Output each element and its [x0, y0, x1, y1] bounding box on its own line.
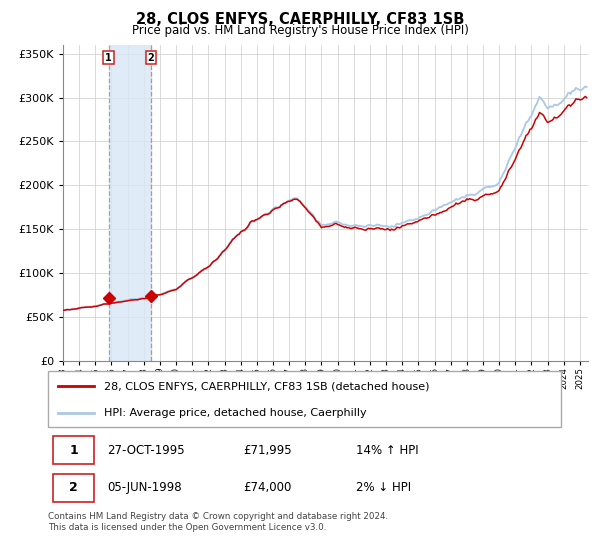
Text: 05-JUN-1998: 05-JUN-1998 [107, 482, 182, 494]
FancyBboxPatch shape [53, 474, 94, 502]
Text: Price paid vs. HM Land Registry's House Price Index (HPI): Price paid vs. HM Land Registry's House … [131, 24, 469, 36]
Polygon shape [55, 45, 64, 361]
Text: 27-OCT-1995: 27-OCT-1995 [107, 444, 185, 456]
Text: 2% ↓ HPI: 2% ↓ HPI [356, 482, 411, 494]
Text: £74,000: £74,000 [243, 482, 292, 494]
Text: Contains HM Land Registry data © Crown copyright and database right 2024.
This d: Contains HM Land Registry data © Crown c… [48, 512, 388, 532]
Bar [109, 45, 151, 361]
Text: 1: 1 [69, 444, 78, 456]
Text: HPI: Average price, detached house, Caerphilly: HPI: Average price, detached house, Caer… [104, 408, 367, 418]
Text: 28, CLOS ENFYS, CAERPHILLY, CF83 1SB: 28, CLOS ENFYS, CAERPHILLY, CF83 1SB [136, 12, 464, 27]
FancyBboxPatch shape [48, 371, 561, 427]
Text: 2: 2 [148, 53, 154, 63]
Text: 1: 1 [105, 53, 112, 63]
FancyBboxPatch shape [53, 436, 94, 464]
Text: 14% ↑ HPI: 14% ↑ HPI [356, 444, 418, 456]
Text: 28, CLOS ENFYS, CAERPHILLY, CF83 1SB (detached house): 28, CLOS ENFYS, CAERPHILLY, CF83 1SB (de… [104, 381, 430, 391]
Text: 2: 2 [69, 482, 78, 494]
Text: £71,995: £71,995 [243, 444, 292, 456]
